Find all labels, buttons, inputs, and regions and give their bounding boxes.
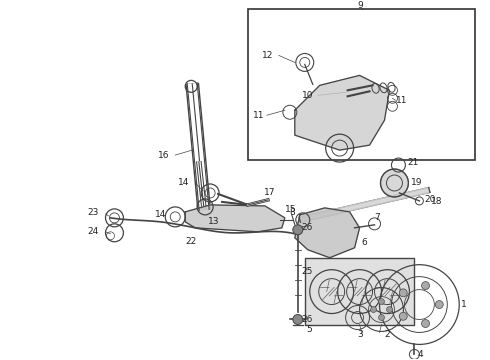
Circle shape (399, 312, 407, 320)
Polygon shape (295, 208, 360, 258)
Text: 20: 20 (424, 195, 436, 204)
Text: 13: 13 (208, 217, 220, 226)
Text: 3: 3 (358, 330, 364, 339)
Circle shape (399, 289, 407, 297)
Text: 11: 11 (253, 111, 265, 120)
Text: 8: 8 (290, 208, 295, 217)
Circle shape (435, 301, 443, 309)
Text: 14: 14 (155, 210, 167, 219)
Text: 17: 17 (264, 188, 275, 197)
Text: 23: 23 (88, 208, 99, 217)
Circle shape (421, 320, 430, 328)
Circle shape (293, 225, 303, 235)
Text: 18: 18 (431, 197, 443, 206)
Circle shape (293, 315, 303, 324)
Polygon shape (295, 75, 390, 150)
Text: 14: 14 (178, 179, 190, 188)
Circle shape (421, 282, 430, 289)
Text: 24: 24 (88, 227, 99, 236)
Circle shape (378, 315, 385, 320)
Text: 15: 15 (285, 206, 296, 215)
Bar (305, 258, 415, 325)
Text: 4: 4 (417, 350, 423, 359)
Text: 10: 10 (302, 91, 313, 100)
Text: 2: 2 (385, 330, 390, 339)
Text: 11: 11 (395, 96, 407, 105)
Text: 7: 7 (374, 213, 380, 222)
Polygon shape (185, 205, 285, 232)
Text: 16: 16 (158, 150, 170, 159)
Polygon shape (299, 188, 430, 222)
Bar (248, 9, 475, 160)
Text: 9: 9 (358, 1, 364, 10)
Text: 6: 6 (362, 238, 368, 247)
Text: 12: 12 (262, 51, 273, 60)
Text: 19: 19 (412, 179, 423, 188)
Text: 5: 5 (307, 325, 313, 334)
Circle shape (381, 169, 408, 197)
Circle shape (387, 307, 392, 312)
Text: 26: 26 (302, 315, 313, 324)
Circle shape (378, 298, 385, 305)
Text: 22: 22 (185, 237, 196, 246)
Text: 21: 21 (407, 158, 419, 167)
Text: 1: 1 (461, 300, 467, 309)
Text: 26: 26 (302, 223, 313, 232)
Text: 25: 25 (302, 267, 313, 276)
Circle shape (370, 307, 376, 312)
